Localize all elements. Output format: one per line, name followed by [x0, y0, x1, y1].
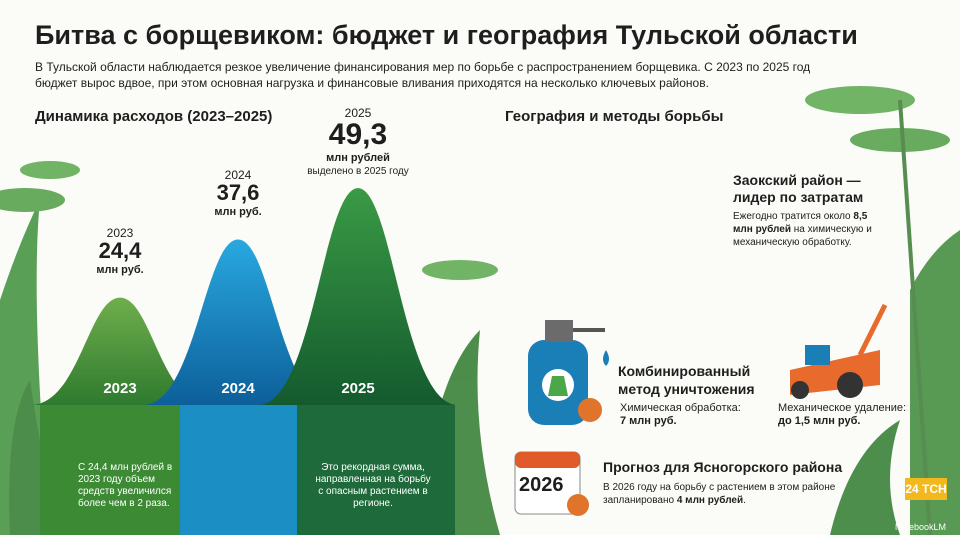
value-label: 24,4: [98, 237, 142, 263]
year-label: 2023: [106, 225, 134, 240]
text: 4 млн рублей: [676, 495, 744, 506]
calendar-year: 2026: [519, 474, 564, 496]
axis-year: 2024: [221, 380, 255, 397]
mech-value: до 1,5 млн руб.: [778, 415, 861, 427]
unit-label: млн руб.: [214, 205, 262, 218]
extra-label: выделено в 2025 году: [307, 166, 409, 178]
text: 8,5 млн рублей: [733, 211, 868, 235]
unit-label: млн рублей: [326, 152, 390, 165]
axis-year: 2025: [341, 380, 375, 397]
credit: NotebookLM: [895, 522, 947, 532]
calendar-icon: [514, 451, 589, 516]
panel-note: Это рекордная сумма, направленная на бор…: [315, 462, 431, 509]
panel-2024: [180, 405, 297, 535]
year-label: 2025: [344, 106, 372, 121]
section-title: Динамика расходов (2023–2025): [35, 108, 273, 125]
panel-note: С 24,4 млн рублей в 2023 году объем сред…: [78, 462, 173, 509]
axis-year: 2023: [103, 380, 137, 397]
section-title: География и методы борьбы: [505, 108, 724, 125]
panel-2023: [40, 405, 180, 535]
sprayer-icon: [528, 320, 609, 425]
unit-label: млн руб.: [96, 263, 144, 276]
chem-label: Химическая обработка:: [620, 402, 741, 414]
combined-title: Комбинированный метод уничтожения: [618, 363, 755, 397]
year-label: 2024: [224, 167, 252, 182]
forecast-desc: В 2026 году на борьбу с растением в этом…: [603, 481, 843, 507]
text: на химическую и механическую обработку.: [733, 224, 872, 248]
mountain: [30, 297, 210, 405]
value-label: 37,6: [216, 179, 260, 205]
value-label: 49,3: [328, 118, 388, 152]
chem-value: 7 млн руб.: [620, 415, 677, 427]
panel-2025: [297, 405, 455, 535]
mech-label: Механическое удаление:: [778, 402, 907, 414]
title: Битва с борщевиком: бюджет и география Т…: [35, 20, 858, 50]
zaoksky-desc: Ежегодно тратится около 8,5 млн рублей н…: [733, 210, 878, 249]
decor-plants: [0, 86, 960, 535]
zaoksky-title: Заокский район — лидер по затратам: [733, 172, 864, 205]
subtitle: В Тульской области наблюдается резкое ув…: [35, 60, 811, 90]
mower-icon: [790, 303, 888, 399]
text: .: [743, 495, 746, 506]
forecast-title: Прогноз для Ясногорского района: [603, 459, 843, 475]
spending-mountains: [30, 188, 458, 405]
logo: 24 ТСН: [905, 478, 947, 500]
text: Ежегодно тратится около: [733, 211, 854, 222]
mountain: [143, 239, 333, 405]
mountain: [258, 188, 458, 405]
text: В 2026 году на борьбу с растением в этом…: [603, 482, 836, 506]
